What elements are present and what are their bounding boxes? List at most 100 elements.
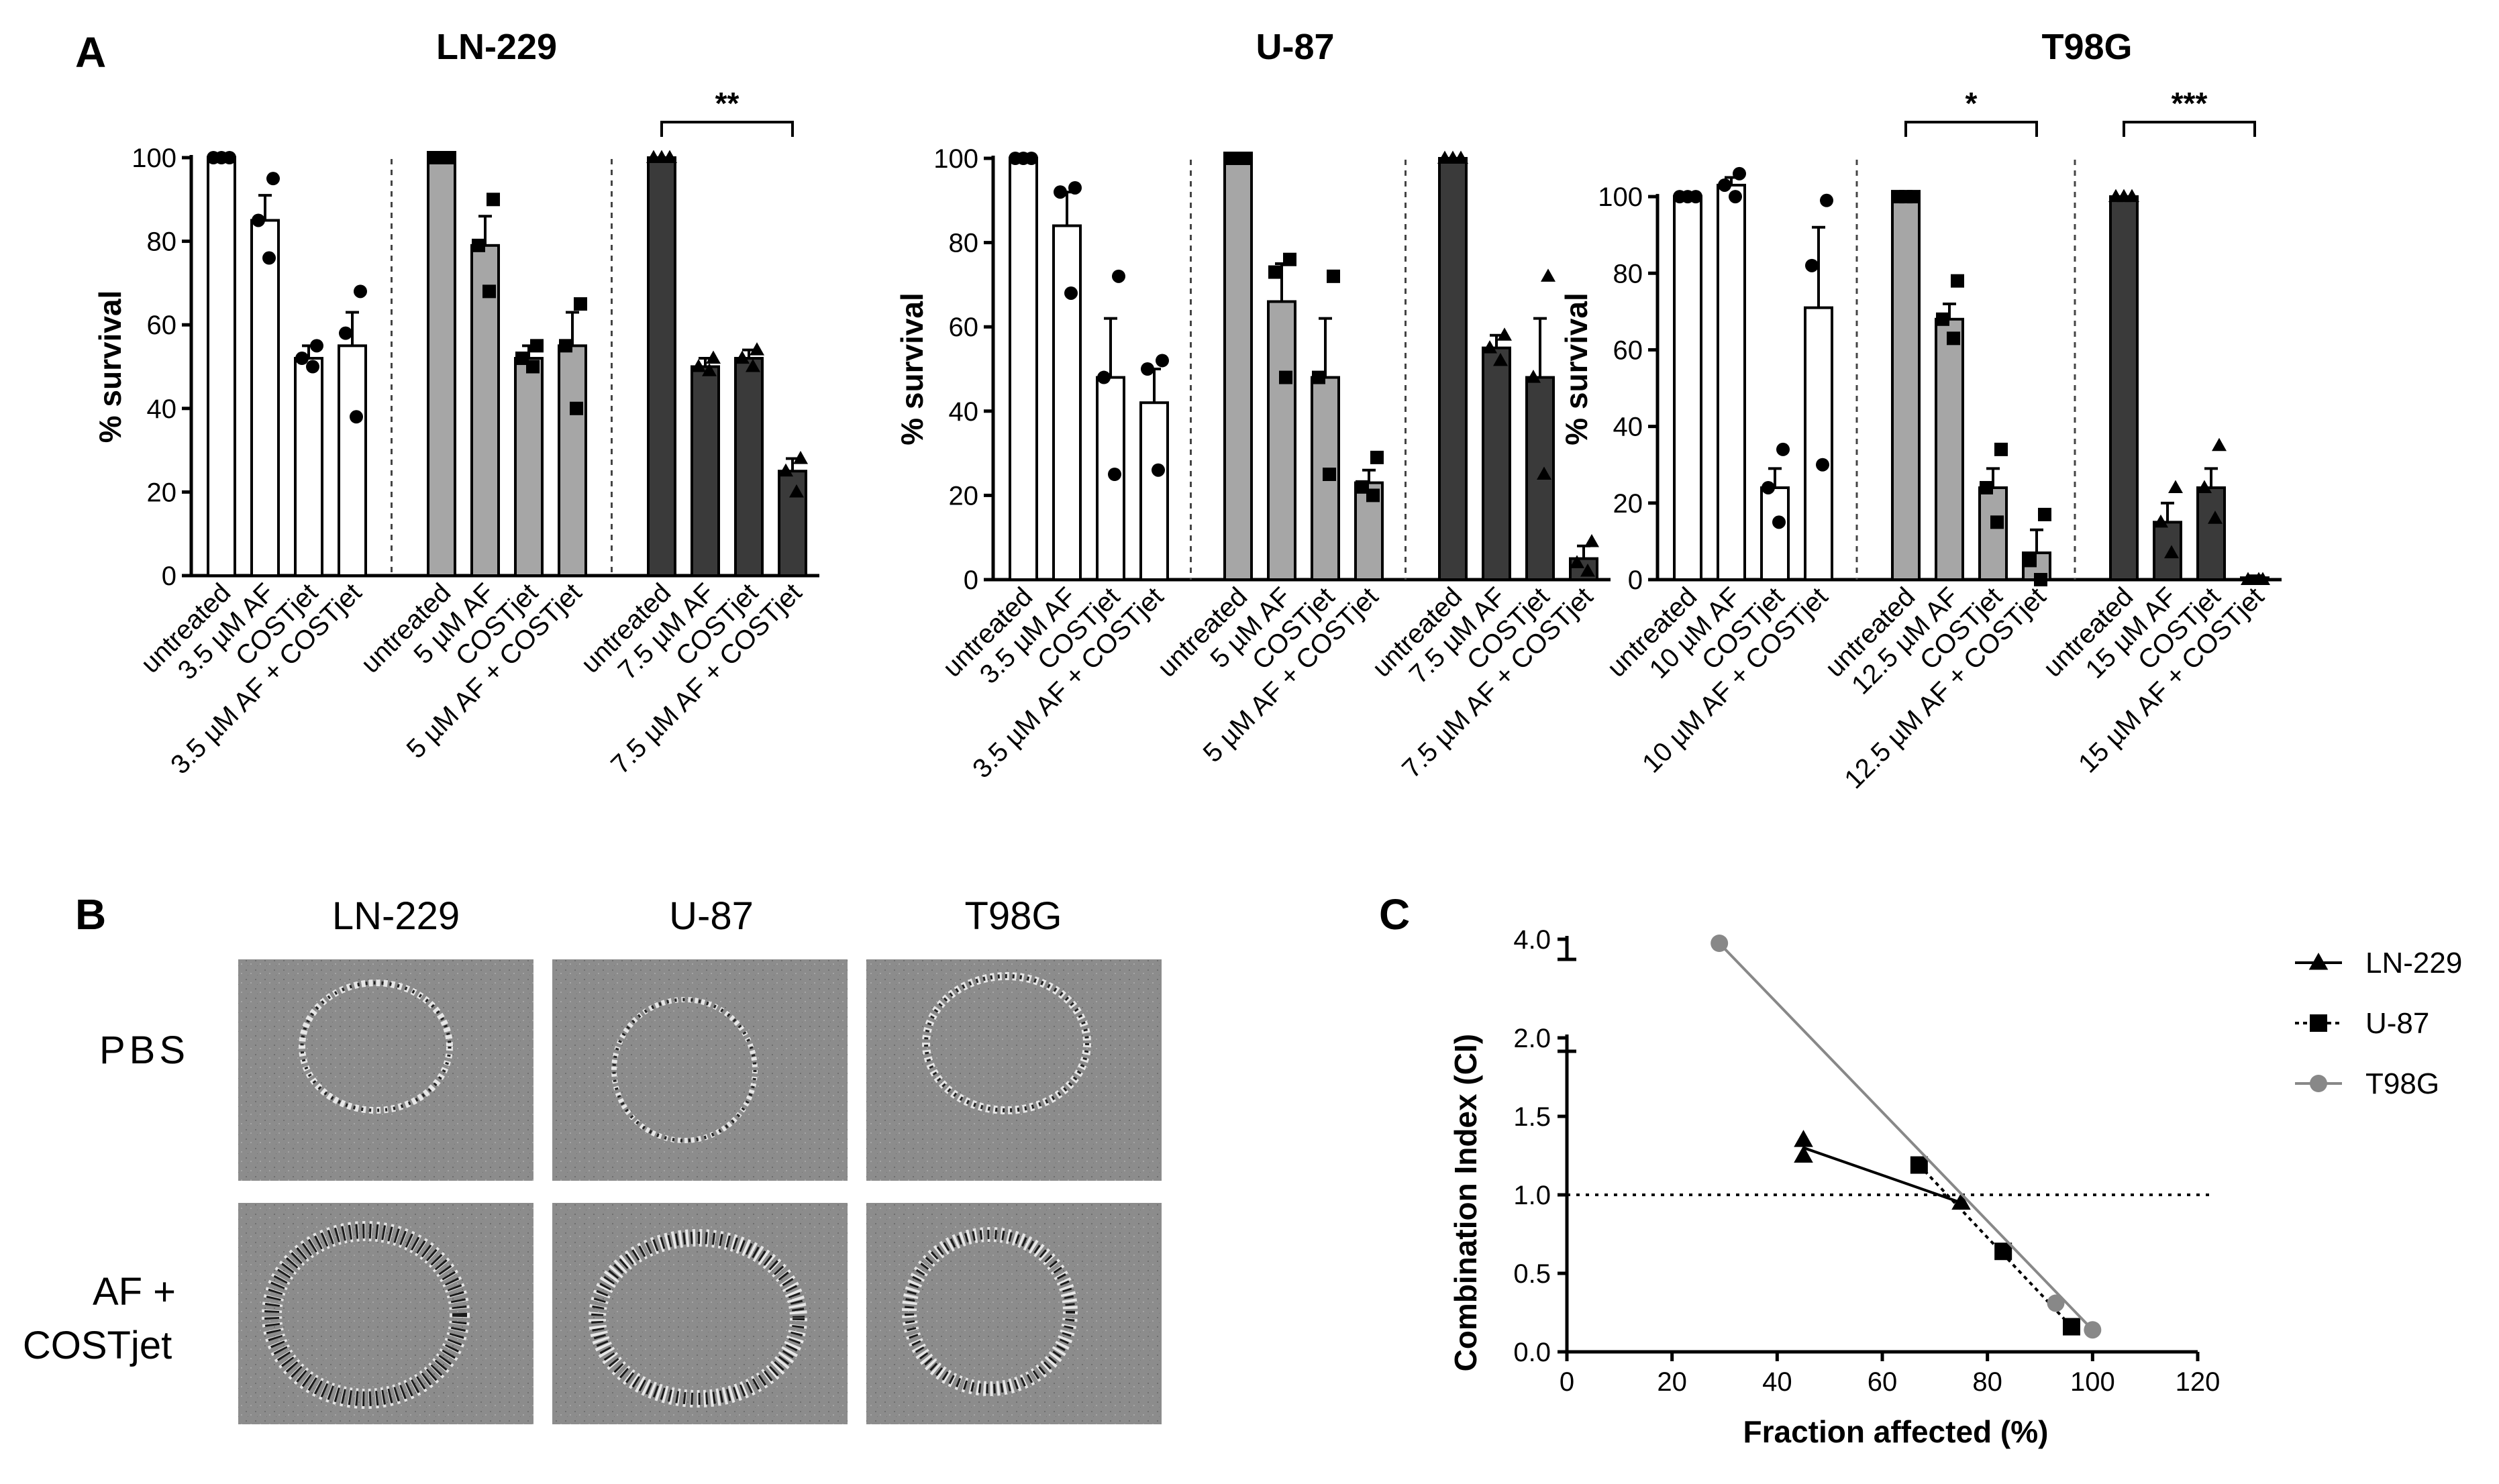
bar <box>691 365 720 577</box>
micrograph-pbs-t98g <box>866 959 1162 1181</box>
bar <box>1482 346 1511 581</box>
y-tick-label: 60 <box>949 313 979 342</box>
data-point <box>2241 572 2255 586</box>
series-line <box>1718 942 2094 1331</box>
data-point <box>306 360 319 374</box>
data-point <box>1279 370 1292 384</box>
data-point <box>1772 515 1786 529</box>
data-point <box>443 151 456 164</box>
microscopy-grid: LN-229 U-87 T98G PBS AF + COSTjet <box>23 894 1162 1424</box>
data-point <box>252 213 265 227</box>
data-point <box>1729 190 1742 204</box>
x-tick-label: 60 <box>1868 1367 1898 1397</box>
data-point <box>2125 189 2139 203</box>
data-point <box>1762 480 1775 494</box>
data-point <box>1526 370 1541 383</box>
data-point <box>1366 488 1380 502</box>
data-point <box>702 363 717 376</box>
y-tick-label: 60 <box>147 311 177 340</box>
data-point <box>1980 480 1993 494</box>
series-point <box>1910 1156 1928 1174</box>
data-point <box>1497 327 1512 341</box>
bar <box>1139 401 1169 581</box>
panel-label-a: A <box>75 28 106 76</box>
bar <box>207 156 236 577</box>
image-row-af-line2: COSTjet <box>23 1324 172 1367</box>
data-point <box>789 484 804 498</box>
chart-title: U-87 <box>1256 27 1334 67</box>
y-tick-label: 0.5 <box>1513 1259 1551 1289</box>
bar <box>514 357 544 577</box>
series-line <box>1802 1146 1962 1204</box>
data-point <box>1054 185 1067 199</box>
legend-marker <box>2308 953 2329 970</box>
bar <box>558 344 587 577</box>
series-point <box>1794 1130 1813 1147</box>
y-tick-label: 1.0 <box>1513 1181 1551 1210</box>
bar <box>1760 486 1790 581</box>
data-point <box>1025 152 1038 165</box>
data-point <box>1323 468 1336 481</box>
y-tick-label: 20 <box>147 478 177 507</box>
bar <box>2109 195 2139 582</box>
data-point <box>1537 466 1551 480</box>
data-point <box>530 339 544 353</box>
y-tick-label: 0 <box>1628 566 1643 595</box>
bar <box>427 156 456 577</box>
data-point <box>1356 480 1369 494</box>
bar <box>1935 317 1964 581</box>
y-tick-label: 20 <box>949 481 979 511</box>
significance-label: ** <box>715 86 740 121</box>
data-point <box>1584 533 1599 547</box>
legend-label: T98G <box>2365 1067 2439 1100</box>
data-point <box>1733 166 1746 180</box>
image-row-af-line1: AF + <box>93 1270 176 1314</box>
series-point <box>2063 1318 2080 1336</box>
data-point <box>1482 340 1497 354</box>
data-point <box>482 284 496 299</box>
data-point <box>1327 269 1340 283</box>
data-point <box>735 350 750 364</box>
series-point <box>2084 1321 2102 1339</box>
data-point <box>1947 331 1960 346</box>
combination-index-chart: 0.0 0.5 1.0 1.5 2.0 4.0 0 20 40 60 80 100 120 Fractio… <box>1448 925 2462 1449</box>
series-point <box>2047 1294 2065 1312</box>
data-point <box>1816 458 1829 472</box>
data-point <box>750 342 764 356</box>
data-point <box>1108 468 1121 481</box>
legend-marker <box>2310 1014 2327 1032</box>
legend-label: U-87 <box>2365 1007 2429 1040</box>
data-point <box>472 238 485 252</box>
data-point <box>570 401 583 415</box>
data-point <box>1064 286 1078 300</box>
y-tick-label: 2.0 <box>1513 1024 1551 1053</box>
data-point <box>691 359 706 372</box>
data-point <box>1454 150 1468 164</box>
bar <box>1009 157 1038 581</box>
bar <box>1717 183 1746 581</box>
data-point <box>526 360 540 374</box>
bar <box>2196 486 2226 581</box>
data-point <box>1068 180 1082 195</box>
data-point <box>310 339 323 353</box>
data-point <box>1112 269 1125 283</box>
x-tick-label: 120 <box>2176 1367 2221 1397</box>
y-axis-label: Combination Index (CI) <box>1448 1034 1483 1371</box>
y-tick-label: 0.0 <box>1513 1338 1551 1367</box>
data-point <box>1570 555 1584 568</box>
data-point <box>1152 463 1165 477</box>
data-point <box>778 463 793 477</box>
data-point <box>2023 553 2037 568</box>
bar <box>2153 521 2182 582</box>
y-tick-label: 80 <box>1613 259 1643 288</box>
y-tick-label: 1.5 <box>1513 1102 1551 1132</box>
bar <box>734 357 764 577</box>
bar-chart-0: LN-229% survival020406080100untreated3.5… <box>93 27 819 780</box>
x-axis-label: Fraction affected (%) <box>1743 1414 2049 1449</box>
bar <box>1673 195 1702 582</box>
data-point <box>574 297 587 311</box>
micrograph-pbs-ln229 <box>238 959 533 1181</box>
panel-label-b: B <box>75 890 106 939</box>
x-tick-label: 0 <box>1560 1367 1574 1397</box>
